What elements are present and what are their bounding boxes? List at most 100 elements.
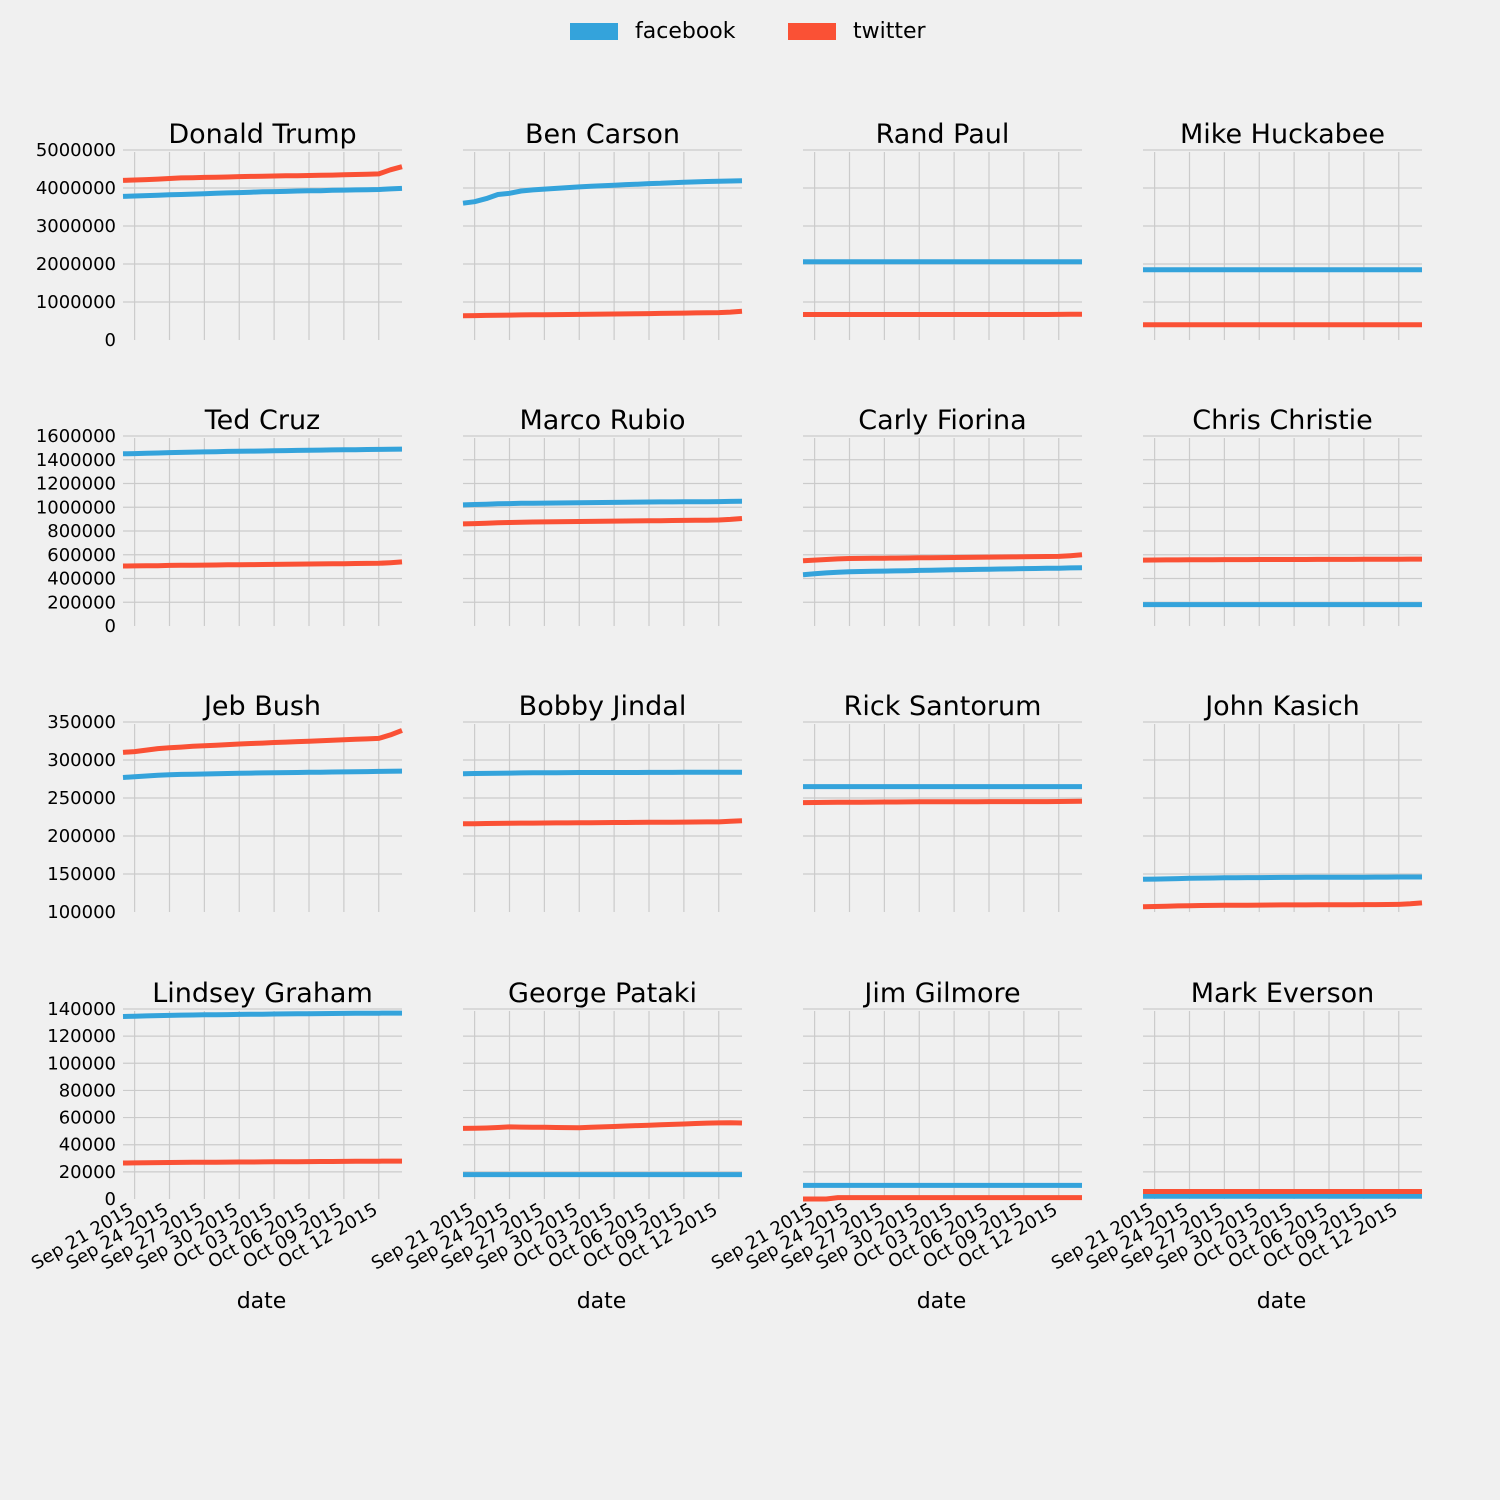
series-line-facebook — [122, 1010, 402, 1019]
y-tick-label: 350000 — [47, 712, 116, 733]
grid — [1143, 149, 1422, 340]
series-line-twitter — [802, 552, 1083, 564]
grid — [803, 149, 1082, 340]
grid — [1143, 435, 1422, 626]
series-line-facebook — [122, 768, 403, 780]
legend: facebook twitter — [570, 19, 927, 44]
y-tick-label: 4000000 — [36, 178, 116, 199]
y-tick-label: 100000 — [47, 1053, 116, 1074]
panels-grid: Donald Trump0100000020000003000000400000… — [28, 119, 1423, 1314]
panel-title: Jeb Bush — [202, 691, 321, 722]
y-tick-label: 60000 — [59, 1108, 116, 1129]
panel-0-2: Rand Paul — [803, 119, 1083, 340]
y-tick-label: 100000 — [47, 902, 116, 923]
legend-swatch-facebook — [570, 23, 618, 40]
grid — [803, 721, 1082, 912]
y-tick-label: 3000000 — [36, 216, 116, 237]
grid — [123, 1008, 402, 1199]
panel-0-1: Ben Carson — [462, 119, 743, 340]
grid — [1143, 1008, 1422, 1199]
series-line-facebook — [802, 565, 1083, 578]
y-tick-label: 1000000 — [36, 292, 116, 313]
grid — [1143, 721, 1422, 912]
grid — [803, 1008, 1082, 1199]
series-line-facebook — [462, 769, 742, 777]
series-line-twitter — [803, 1195, 1082, 1202]
panel-1-3: Chris Christie — [1142, 405, 1422, 626]
series-line-facebook — [1142, 874, 1422, 882]
series-line-facebook — [122, 446, 403, 457]
x-axis-label: date — [1257, 1289, 1307, 1314]
x-axis-label: date — [577, 1289, 627, 1314]
series-line-twitter — [462, 818, 743, 827]
legend-swatch-twitter — [788, 23, 836, 40]
y-tick-label: 40000 — [59, 1135, 116, 1156]
panel-title: Rick Santorum — [844, 691, 1042, 722]
y-tick-label: 600000 — [47, 545, 116, 566]
y-tick-label: 200000 — [47, 826, 116, 847]
series-line-facebook — [122, 185, 403, 199]
panel-title: Chris Christie — [1192, 405, 1373, 436]
y-tick-label: 1600000 — [36, 426, 116, 447]
panel-title: Donald Trump — [168, 119, 356, 150]
series-line-twitter — [122, 164, 403, 183]
y-tick-label: 250000 — [47, 788, 116, 809]
y-tick-label: 200000 — [47, 592, 116, 613]
y-tick-label: 300000 — [47, 750, 116, 771]
grid — [803, 435, 1082, 626]
panel-1-2: Carly Fiorina — [802, 405, 1083, 626]
y-tick-label: 5000000 — [36, 140, 116, 161]
legend-label-twitter: twitter — [853, 19, 927, 44]
panel-title: Carly Fiorina — [858, 405, 1026, 436]
x-axis-label: date — [917, 1289, 967, 1314]
panel-2-3: John Kasich — [1142, 691, 1423, 912]
panel-title: Lindsey Graham — [152, 978, 373, 1009]
series-line-twitter — [462, 308, 743, 319]
y-tick-label: 800000 — [47, 521, 116, 542]
series-line-twitter — [462, 516, 743, 527]
grid — [123, 721, 402, 912]
panel-title: Mark Everson — [1191, 978, 1375, 1009]
panel-2-1: Bobby Jindal — [462, 691, 743, 912]
y-tick-label: 0 — [105, 330, 116, 351]
legend-label-facebook: facebook — [635, 19, 736, 44]
y-tick-label: 2000000 — [36, 254, 116, 275]
panel-title: Rand Paul — [876, 119, 1010, 150]
grid — [123, 435, 402, 626]
series-line-twitter — [462, 1120, 743, 1131]
panel-title: Bobby Jindal — [519, 691, 687, 722]
panel-title: John Kasich — [1203, 691, 1360, 722]
panel-2-0: Jeb Bush 100000 150000 200000 250000 300000 35… — [47, 691, 403, 923]
panel-title: Ben Carson — [525, 119, 680, 150]
series-line-twitter — [122, 1158, 402, 1166]
panel-title: George Pataki — [508, 978, 697, 1009]
y-tick-label: 1400000 — [36, 450, 116, 471]
y-tick-label: 20000 — [59, 1162, 116, 1183]
y-tick-label: 0 — [105, 1189, 116, 1210]
y-tick-label: 400000 — [47, 569, 116, 590]
y-tick-label: 120000 — [47, 1026, 116, 1047]
grid — [463, 721, 742, 912]
series-line-twitter — [122, 559, 403, 569]
x-axis-label: date — [237, 1289, 287, 1314]
panel-2-2: Rick Santorum — [802, 691, 1083, 912]
panel-0-0: Donald Trump 0 1000000 2000000 3000000 400000… — [36, 119, 403, 351]
panel-title: Mike Huckabee — [1180, 119, 1385, 150]
grid — [463, 1008, 742, 1199]
series-line-twitter — [1142, 900, 1423, 910]
y-tick-label: 1200000 — [36, 474, 116, 495]
y-tick-label: 140000 — [47, 999, 116, 1020]
panel-title: Marco Rubio — [519, 405, 685, 436]
panel-0-3: Mike Huckabee — [1143, 119, 1422, 340]
series-line-twitter — [122, 728, 403, 755]
series-line-facebook — [462, 498, 743, 508]
y-tick-label: 1000000 — [36, 497, 116, 518]
y-tick-label: 80000 — [59, 1080, 116, 1101]
series-line-twitter — [802, 798, 1083, 806]
series-line-twitter — [1142, 556, 1422, 563]
y-tick-label: 0 — [105, 616, 116, 637]
